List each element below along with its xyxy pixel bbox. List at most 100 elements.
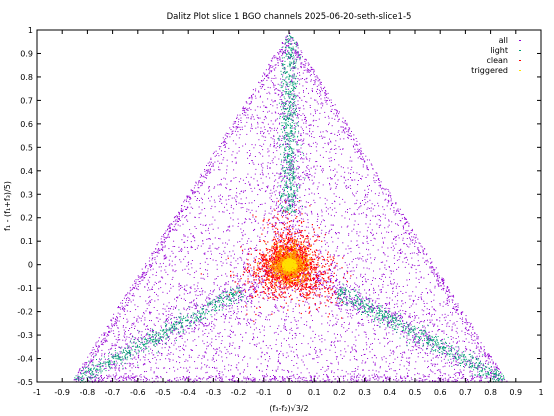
all-point — [458, 372, 460, 374]
all-point — [262, 275, 264, 277]
all-point — [410, 350, 412, 352]
all-point — [171, 315, 173, 316]
all-point — [223, 231, 224, 233]
all-point — [241, 238, 243, 240]
all-point — [260, 356, 262, 358]
all-point — [282, 135, 284, 137]
all-point — [327, 245, 329, 247]
all-point — [96, 370, 98, 372]
all-point — [264, 236, 266, 237]
all-point — [324, 142, 326, 144]
all-point — [130, 375, 132, 377]
all-point — [260, 132, 262, 134]
all-point — [281, 291, 283, 293]
all-point — [306, 173, 308, 175]
all-point — [341, 325, 343, 327]
all-point — [363, 160, 365, 162]
all-point — [383, 337, 385, 339]
all-point — [324, 370, 326, 372]
all-point — [164, 367, 166, 369]
all-point — [230, 261, 232, 263]
all-point — [431, 359, 432, 361]
all-point — [218, 246, 220, 248]
all-point — [300, 67, 302, 69]
all-point — [360, 298, 362, 300]
all-point — [298, 209, 300, 211]
all-point — [219, 238, 221, 240]
all-point — [246, 208, 248, 210]
all-point — [273, 312, 275, 314]
all-point — [321, 341, 323, 343]
all-point — [463, 374, 465, 376]
all-point — [478, 353, 480, 355]
all-point — [281, 55, 283, 57]
all-point — [347, 303, 349, 305]
all-point — [144, 341, 146, 343]
all-point — [176, 305, 177, 307]
all-point — [226, 165, 228, 167]
all-point — [307, 177, 309, 179]
all-point — [414, 337, 415, 339]
all-point — [172, 270, 174, 272]
all-point — [332, 314, 334, 315]
all-point — [241, 290, 243, 292]
all-point — [410, 295, 412, 297]
all-point — [394, 314, 395, 316]
all-point — [446, 323, 448, 325]
all-point — [497, 368, 499, 369]
all-point — [341, 369, 343, 371]
all-point — [237, 369, 239, 371]
all-point — [316, 355, 318, 357]
all-point — [297, 114, 298, 116]
all-point — [251, 123, 252, 125]
all-point — [148, 353, 150, 355]
all-point — [144, 363, 146, 365]
all-point — [358, 258, 360, 260]
all-point — [133, 316, 135, 318]
all-point — [374, 364, 376, 366]
all-point — [294, 231, 296, 232]
all-point — [242, 253, 243, 255]
all-point — [169, 263, 171, 265]
all-point — [276, 207, 278, 209]
all-point — [446, 362, 448, 364]
all-point — [289, 346, 291, 348]
all-point — [213, 327, 215, 329]
all-point — [195, 367, 197, 369]
all-point — [300, 175, 302, 177]
all-point — [228, 305, 230, 307]
all-point — [355, 359, 357, 360]
all-point — [107, 359, 109, 360]
all-point — [396, 259, 398, 261]
all-point — [230, 217, 232, 219]
all-point — [351, 347, 353, 349]
all-point — [389, 322, 391, 324]
all-point — [263, 105, 265, 107]
all-point — [337, 340, 339, 342]
all-point — [417, 260, 419, 262]
all-point — [456, 321, 458, 322]
all-point — [427, 338, 429, 340]
all-point — [267, 187, 269, 189]
all-point — [226, 159, 228, 161]
all-point — [350, 188, 352, 189]
all-point — [271, 99, 273, 101]
all-point — [158, 332, 160, 334]
all-point — [270, 208, 272, 210]
all-point — [168, 259, 170, 261]
all-point — [356, 291, 358, 293]
all-point — [237, 131, 239, 133]
all-point — [227, 335, 229, 337]
all-point — [403, 257, 405, 259]
all-point — [313, 137, 315, 138]
all-point — [158, 288, 160, 290]
all-point — [274, 84, 276, 86]
all-point — [439, 320, 441, 322]
all-point — [190, 302, 192, 304]
all-point — [404, 223, 406, 225]
all-point — [396, 316, 398, 318]
all-point — [415, 286, 417, 288]
all-point — [116, 374, 118, 376]
all-point — [296, 184, 297, 186]
all-point — [296, 221, 298, 223]
